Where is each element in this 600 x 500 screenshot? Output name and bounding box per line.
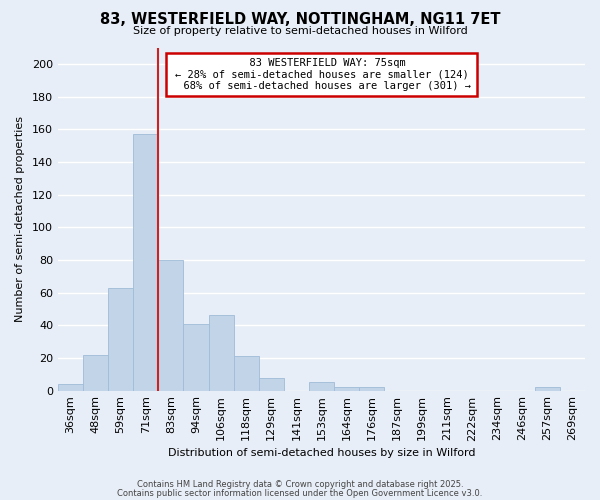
Bar	[184, 324, 209, 390]
Text: 83 WESTERFIELD WAY: 75sqm
← 28% of semi-detached houses are smaller (124)
  68% : 83 WESTERFIELD WAY: 75sqm ← 28% of semi-…	[172, 58, 472, 91]
Bar	[309, 382, 334, 390]
Bar	[233, 356, 259, 390]
X-axis label: Distribution of semi-detached houses by size in Wilford: Distribution of semi-detached houses by …	[168, 448, 475, 458]
Y-axis label: Number of semi-detached properties: Number of semi-detached properties	[15, 116, 25, 322]
Text: Contains public sector information licensed under the Open Government Licence v3: Contains public sector information licen…	[118, 488, 482, 498]
Text: Contains HM Land Registry data © Crown copyright and database right 2025.: Contains HM Land Registry data © Crown c…	[137, 480, 463, 489]
Bar	[58, 384, 83, 390]
Bar	[158, 260, 184, 390]
Bar	[359, 388, 384, 390]
Bar	[108, 288, 133, 391]
Text: Size of property relative to semi-detached houses in Wilford: Size of property relative to semi-detach…	[133, 26, 467, 36]
Text: 83, WESTERFIELD WAY, NOTTINGHAM, NG11 7ET: 83, WESTERFIELD WAY, NOTTINGHAM, NG11 7E…	[100, 12, 500, 28]
Bar	[133, 134, 158, 390]
Bar	[83, 354, 108, 390]
Bar	[209, 316, 233, 390]
Bar	[535, 388, 560, 390]
Bar	[259, 378, 284, 390]
Bar	[334, 388, 359, 390]
